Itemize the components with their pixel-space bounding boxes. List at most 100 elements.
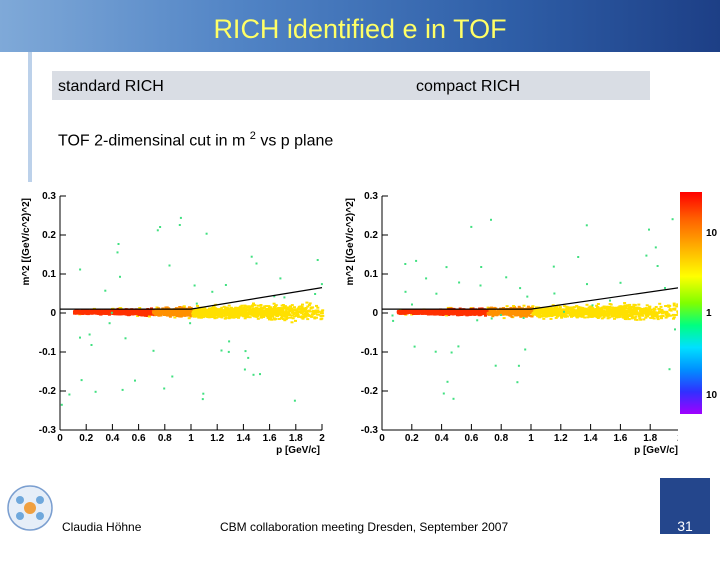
heatmap-cell (148, 316, 151, 318)
heatmap-cell (311, 306, 314, 308)
heatmap-cell (508, 314, 511, 316)
heatmap-cell (592, 310, 595, 312)
heatmap-cell (229, 309, 232, 311)
heatmap-cell (259, 305, 262, 307)
heatmap-cell (244, 369, 246, 371)
heatmap-cell (555, 309, 558, 311)
heatmap-cell (85, 312, 88, 314)
heatmap-cell (201, 311, 204, 313)
x-tick-label: 1.6 (263, 433, 277, 444)
heatmap-cell (628, 304, 631, 306)
heatmap-cell (216, 310, 219, 312)
heatmap-cell (512, 305, 515, 307)
heatmap-cell (228, 351, 230, 353)
heatmap-cell (134, 310, 137, 312)
heatmap-cell (230, 313, 233, 315)
heatmap-cell (296, 309, 299, 311)
x-tick-label: 0.6 (132, 433, 146, 444)
heatmap-cell (542, 318, 545, 320)
heatmap-cell (244, 317, 247, 319)
heatmap-cell (268, 308, 271, 310)
heatmap-cell (251, 256, 253, 258)
heatmap-cell (246, 315, 249, 317)
heatmap-cell (81, 312, 84, 314)
x-tick-label: 2 (319, 433, 325, 444)
heatmap-cell (646, 311, 649, 313)
heatmap-cell (576, 316, 579, 318)
heatmap-cell (629, 311, 632, 313)
heatmap-cell (225, 307, 228, 309)
heatmap-cell (221, 350, 223, 352)
heatmap-cell (196, 303, 198, 305)
heatmap-cell (316, 314, 319, 316)
heatmap-cell (171, 376, 173, 378)
heatmap-cell (240, 305, 243, 307)
heatmap-cell (174, 310, 177, 312)
heatmap-cell (169, 265, 171, 267)
plot-compact-rich: 00.20.40.60.811.21.41.61.820.30.20.10-0.… (342, 184, 678, 464)
heatmap-cell (214, 307, 217, 309)
heatmap-cell (280, 317, 283, 319)
y-tick-label: 0 (50, 308, 56, 319)
heatmap-cell (270, 318, 273, 320)
heatmap-cell (315, 305, 318, 307)
heatmap-cell (308, 315, 311, 317)
heatmap-cell (302, 313, 305, 315)
heatmap-cell (301, 307, 304, 309)
heatmap-cell (100, 310, 103, 312)
heatmap-cell (91, 344, 93, 346)
heatmap-cell (294, 320, 297, 322)
heatmap-cell (321, 312, 324, 314)
heatmap-cell (211, 291, 213, 293)
heatmap-cell (586, 316, 589, 318)
heatmap-cell (95, 311, 98, 313)
heatmap-cell (250, 314, 253, 316)
heatmap-cell (268, 306, 271, 308)
heatmap-cell (637, 304, 640, 306)
heatmap-cell (608, 314, 611, 316)
y-tick-label: 0.3 (42, 191, 56, 202)
heatmap-cell (259, 373, 261, 375)
heatmap-cell (634, 304, 637, 306)
heatmap-cell (664, 305, 667, 307)
heatmap-cell (232, 316, 235, 318)
heatmap-cell (137, 311, 140, 313)
heatmap-cell (202, 393, 204, 395)
heatmap-cell (140, 312, 143, 314)
heatmap-cell (320, 318, 323, 320)
heatmap-cell (271, 316, 274, 318)
heatmap-cell (634, 316, 637, 318)
y-tick-label: 0.1 (42, 269, 56, 280)
heatmap-cell (148, 311, 151, 313)
heatmap-cell (672, 308, 675, 310)
subtitle-suffix: vs p plane (256, 132, 333, 149)
heatmap-cell (218, 312, 221, 314)
heatmap-cell (172, 313, 175, 315)
x-axis-title: p [GeV/c] (276, 445, 320, 456)
heatmap-cell (68, 394, 70, 396)
heatmap-cell (314, 293, 316, 295)
heatmap-cell (607, 317, 610, 319)
heatmap-cell (660, 317, 663, 319)
heatmap-cell (239, 312, 242, 314)
heatmap-cell (660, 306, 663, 308)
heatmap-cell (79, 337, 81, 339)
y-tick-label: -0.1 (39, 347, 57, 358)
heatmap-cell (271, 308, 274, 310)
heatmap-cell (149, 313, 152, 315)
heatmap-cell (503, 317, 506, 319)
heatmap-cell (660, 315, 663, 317)
heatmap-cell (221, 309, 224, 311)
heatmap-cell (626, 316, 629, 318)
heatmap-cell (181, 314, 184, 316)
heatmap-cell (653, 313, 656, 315)
y-axis-title: m^2 [(GeV/c^2)^2] (21, 198, 32, 286)
slide-title: RICH identified e in TOF (0, 14, 720, 45)
heatmap-cell (265, 314, 268, 316)
heatmap-cell (288, 314, 291, 316)
heatmap-cell (527, 306, 530, 308)
heatmap-cell (184, 313, 187, 315)
heatmap-cell (293, 306, 296, 308)
heatmap-cell (126, 311, 129, 313)
heatmap-cell (641, 311, 644, 313)
